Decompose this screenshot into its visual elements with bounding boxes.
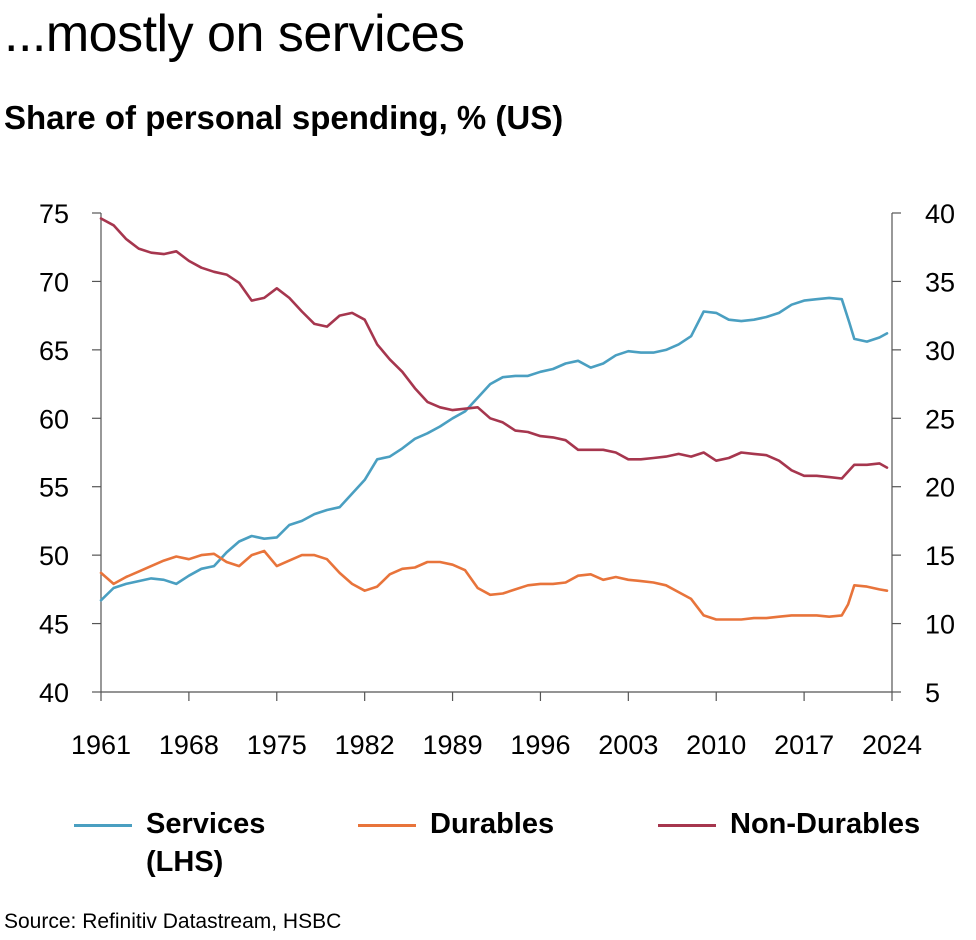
x-tick-label: 1968: [159, 730, 219, 760]
x-tick-label: 1996: [510, 730, 570, 760]
x-tick-label: 2024: [862, 730, 922, 760]
y-left-tick-label: 40: [39, 678, 69, 708]
y-left-tick-label: 65: [39, 336, 69, 366]
chart-legend: Services (LHS) Durables Non-Durables: [0, 806, 976, 886]
x-tick-label: 2017: [774, 730, 834, 760]
y-left-tick-label: 60: [39, 404, 69, 434]
x-tick-label: 2010: [686, 730, 746, 760]
legend-item-services: Services (LHS): [74, 806, 265, 881]
series-line-services: [99, 296, 889, 602]
y-right-tick-label: 40: [925, 199, 955, 229]
y-right-tick-label: 10: [925, 610, 955, 640]
headline: ...mostly on services: [4, 5, 465, 63]
y-left-tick-label: 55: [39, 473, 69, 503]
x-tick-label: 1982: [335, 730, 395, 760]
y-right-tick-label: 5: [925, 678, 940, 708]
legend-label-durables: Durables: [430, 808, 555, 840]
x-tick-label: 1961: [71, 730, 131, 760]
legend-label-services: Services (LHS): [146, 808, 266, 878]
series-line-durables: [99, 549, 889, 621]
y-left-tick-label: 75: [39, 199, 69, 229]
x-tick-label: 1975: [247, 730, 307, 760]
y-right-tick-label: 20: [925, 473, 955, 503]
legend-label-non-durables: Non-Durables: [730, 808, 921, 840]
legend-swatch-non-durables: [658, 824, 716, 827]
legend-swatch-services: [74, 824, 132, 827]
source-note: Source: Refinitiv Datastream, HSBC: [4, 910, 342, 933]
y-right-tick-label: 15: [925, 541, 955, 571]
y-right-tick-label: 30: [925, 336, 955, 366]
y-left-tick-label: 50: [39, 541, 69, 571]
legend-item-non-durables: Non-Durables: [658, 806, 920, 844]
chart-series-lines: [99, 217, 889, 621]
legend-swatch-durables: [358, 824, 416, 827]
x-tick-label: 2003: [598, 730, 658, 760]
y-right-tick-label: 35: [925, 267, 955, 297]
chart-title: Share of personal spending, % (US): [4, 99, 564, 136]
series-line-non-durables: [99, 217, 889, 480]
y-right-tick-label: 25: [925, 404, 955, 434]
y-left-tick-label: 70: [39, 267, 69, 297]
y-left-tick-label: 45: [39, 610, 69, 640]
legend-item-durables: Durables: [358, 806, 554, 844]
x-tick-label: 1989: [423, 730, 483, 760]
